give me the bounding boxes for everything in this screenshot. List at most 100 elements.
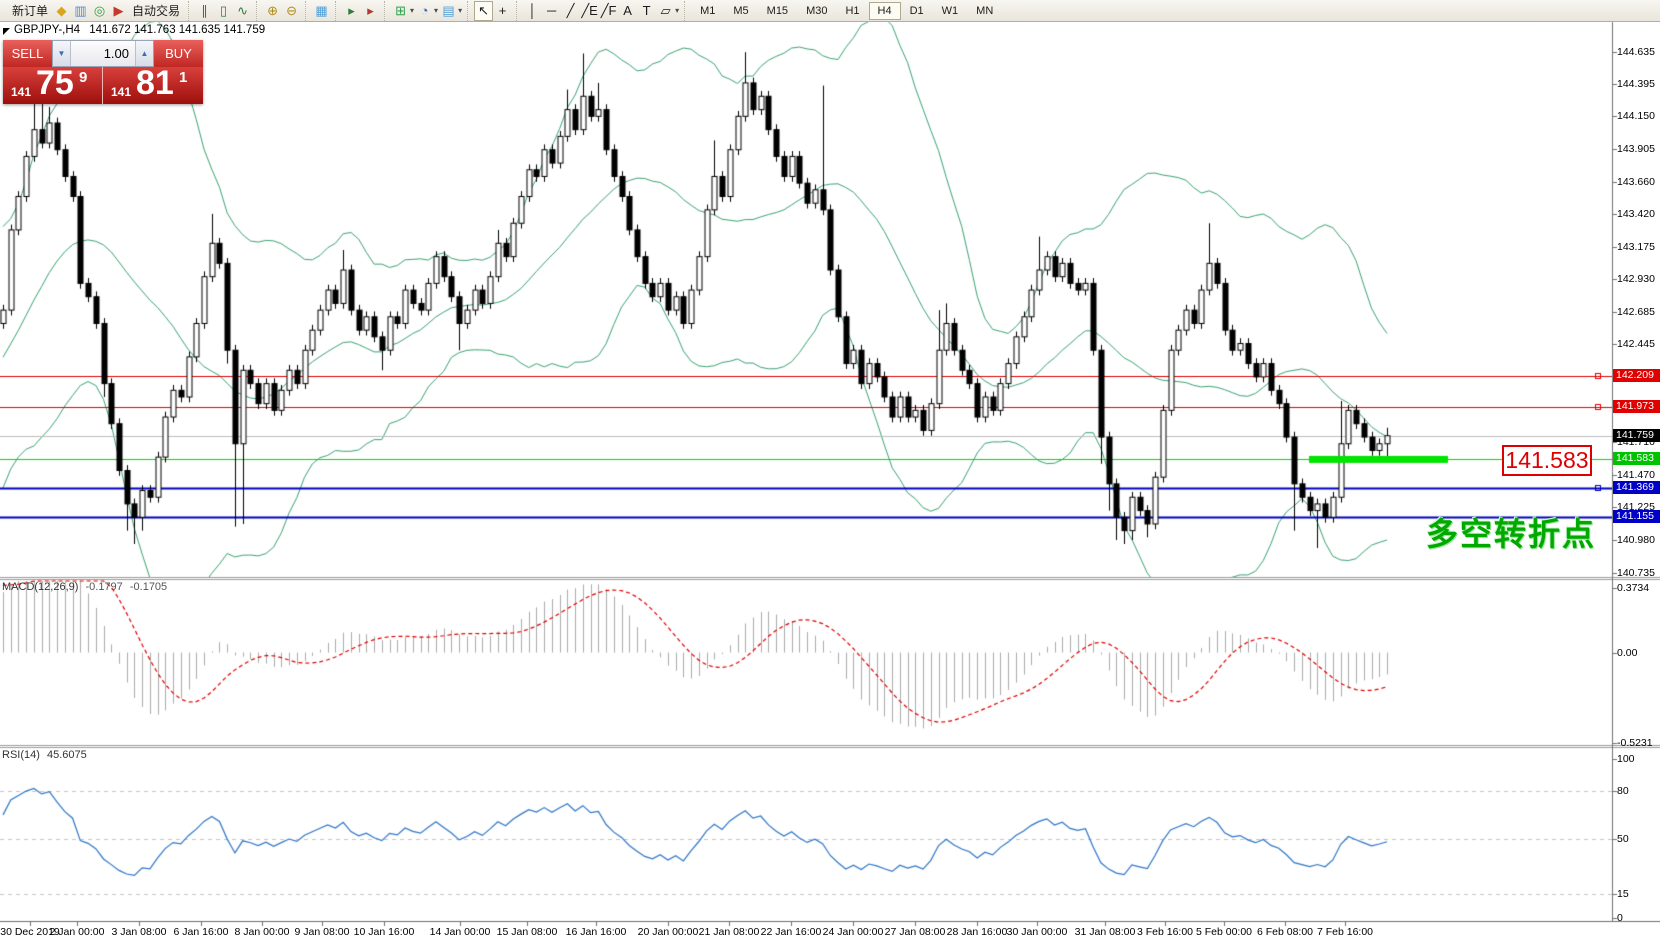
rsi-scale-tick: 15 xyxy=(1617,888,1629,901)
time-label: 22 Jan 16:00 xyxy=(760,926,822,938)
tf-m15[interactable]: M15 xyxy=(766,4,789,17)
time-label: 27 Jan 08:00 xyxy=(884,926,946,938)
buy-price[interactable]: 141 81 1 xyxy=(103,64,202,104)
turning-point-annotation[interactable]: 多空转折点 xyxy=(1426,516,1597,552)
price-tick: 140.980 xyxy=(1617,534,1655,546)
time-label: 20 Jan 00:00 xyxy=(637,926,699,938)
price-callout-label[interactable]: 141.583 xyxy=(1502,445,1592,476)
volume-value[interactable]: 1.00 xyxy=(103,46,129,61)
time-label: 2 Jan 00:00 xyxy=(49,926,105,938)
gold-cube-icon[interactable]: ◆ xyxy=(56,2,67,18)
templates-icon[interactable]: ▤ xyxy=(442,2,455,18)
shapes-icon-dropdown-icon[interactable]: ▾ xyxy=(675,6,680,15)
price-tick: 140.735 xyxy=(1617,566,1655,579)
zoom-out-icon[interactable]: ⊖ xyxy=(286,2,297,18)
toolbar-group-orders: 新订单 ◆ ▥ ◎ ▶ 自动交易 xyxy=(2,1,188,21)
text-icon[interactable]: A xyxy=(623,2,632,18)
autotrade-button-icon[interactable]: ▶ xyxy=(113,2,124,18)
periods-icon-dropdown-icon[interactable]: ▾ xyxy=(434,6,439,15)
price-tick: 144.635 xyxy=(1617,45,1655,58)
price-tick: 142.445 xyxy=(1617,338,1655,351)
fibonacci-icon[interactable]: ╱F xyxy=(600,2,617,18)
autotrade-button[interactable]: 自动交易 xyxy=(132,4,181,18)
bar-chart-icon[interactable]: ∥ xyxy=(201,2,208,18)
time-label: 14 Jan 00:00 xyxy=(429,926,491,938)
cursor-icon[interactable]: ↖ xyxy=(474,0,494,21)
tf-d1[interactable]: D1 xyxy=(909,4,924,17)
templates-icon-dropdown-icon[interactable]: ▾ xyxy=(458,6,463,15)
rsi-value: 45.6075 xyxy=(46,749,87,761)
buy-button[interactable]: BUY xyxy=(165,46,192,61)
time-label: 5 Feb 00:00 xyxy=(1195,926,1253,938)
toolbar-group-objects: │ ─ ╱ ╱E ╱F A T ▱ ▾ xyxy=(516,0,684,21)
tf-w1[interactable]: W1 xyxy=(941,4,959,17)
price-tick: 143.905 xyxy=(1617,143,1655,156)
sell-price-main: 75 xyxy=(36,64,74,102)
price-tick: 142.930 xyxy=(1617,273,1655,286)
sell-price-prefix: 141 xyxy=(11,85,32,99)
zoom-in-icon[interactable]: ⊕ xyxy=(267,2,278,18)
sell-button[interactable]: SELL xyxy=(11,46,44,61)
market-watch-icon[interactable]: ▥ xyxy=(74,2,87,18)
toolbar-group-timeframes: M1 M5 M15 M30 H1 H4 D1 W1 MN xyxy=(684,0,1006,21)
indicators-icon-dropdown-icon[interactable]: ▾ xyxy=(410,6,415,15)
time-label: 21 Jan 08:00 xyxy=(698,926,760,938)
label-icon[interactable]: T xyxy=(642,2,651,18)
indicators-icon[interactable]: ⊞ xyxy=(395,2,406,18)
channel-icon[interactable]: ╱E xyxy=(581,2,598,18)
buy-price-prefix: 141 xyxy=(111,85,132,99)
time-label: 3 Feb 16:00 xyxy=(1136,926,1194,938)
time-label: 6 Jan 16:00 xyxy=(173,926,229,938)
crosshair-icon[interactable]: + xyxy=(498,2,507,18)
trendline-icon[interactable]: ╱ xyxy=(566,2,575,18)
macd-scale-tick: 0.00 xyxy=(1617,646,1638,659)
chart-marker-icon xyxy=(3,28,10,35)
volume-down-icon[interactable]: ▼ xyxy=(53,41,71,66)
toolbar-group-cursor: ↖ + xyxy=(467,0,516,21)
price-badge-141.155: 141.155 xyxy=(1613,509,1660,523)
price-badge-142.209: 142.209 xyxy=(1613,368,1660,382)
time-label: 30 Dec 2019 xyxy=(0,926,60,938)
tf-h4[interactable]: H4 xyxy=(868,1,901,20)
sell-price[interactable]: 141 75 9 xyxy=(3,64,103,104)
tf-h1[interactable]: H1 xyxy=(845,4,860,17)
signals-icon[interactable]: ◎ xyxy=(93,2,106,18)
macd-scale-tick: -0.5231 xyxy=(1617,737,1653,749)
volume-up-icon[interactable]: ▲ xyxy=(135,41,153,66)
toolbar-group-zoom: ⊕ ⊖ xyxy=(256,0,305,21)
sell-price-pip: 9 xyxy=(79,69,88,86)
chart-autoscroll-icon[interactable]: ▸ xyxy=(367,2,374,18)
price-tick: 143.175 xyxy=(1617,240,1655,253)
line-chart-icon[interactable]: ∿ xyxy=(237,2,248,18)
toolbar-group-insert: ⊞ ▾ ◔ ▾ ▤ ▾ xyxy=(384,0,467,21)
new-order-button[interactable]: 新订单 xyxy=(12,4,49,18)
time-label: 16 Jan 16:00 xyxy=(565,926,627,938)
time-label: 9 Jan 08:00 xyxy=(294,926,350,938)
price-tick: 142.685 xyxy=(1617,306,1655,319)
hline-icon[interactable]: ─ xyxy=(546,2,557,18)
time-label: 31 Jan 08:00 xyxy=(1074,926,1136,938)
rsi-scale-tick: 0 xyxy=(1617,912,1623,924)
toolbar-group-chart-modes: ∥ ▯ ∿ xyxy=(188,0,256,21)
tf-m1[interactable]: M1 xyxy=(700,4,716,17)
rsi-scale-tick: 100 xyxy=(1617,753,1635,765)
chart-shift-icon[interactable]: ▸ xyxy=(348,2,355,18)
time-label: 28 Jan 16:00 xyxy=(946,926,1008,938)
tile-windows-icon[interactable]: ▦ xyxy=(315,2,328,18)
tf-m5[interactable]: M5 xyxy=(733,4,749,17)
price-badge-141.583: 141.583 xyxy=(1613,452,1660,466)
vline-icon[interactable]: │ xyxy=(528,2,537,18)
tf-mn[interactable]: MN xyxy=(976,4,994,17)
macd-label: MACD(12,26,9) -0.1797 -0.1705 xyxy=(2,581,168,593)
periods-icon[interactable]: ◔ xyxy=(420,2,429,18)
rsi-scale-tick: 80 xyxy=(1617,784,1629,797)
price-tick: 143.660 xyxy=(1617,175,1655,188)
candlestick-chart-icon[interactable]: ▯ xyxy=(219,2,228,18)
volume-stepper[interactable]: ▼ 1.00 ▲ xyxy=(52,40,154,67)
price-tick: 141.470 xyxy=(1617,468,1655,481)
buy-price-pip: 1 xyxy=(179,69,188,86)
time-label: 3 Jan 08:00 xyxy=(111,926,167,938)
shapes-icon[interactable]: ▱ xyxy=(660,2,671,18)
tf-m30[interactable]: M30 xyxy=(806,4,828,17)
